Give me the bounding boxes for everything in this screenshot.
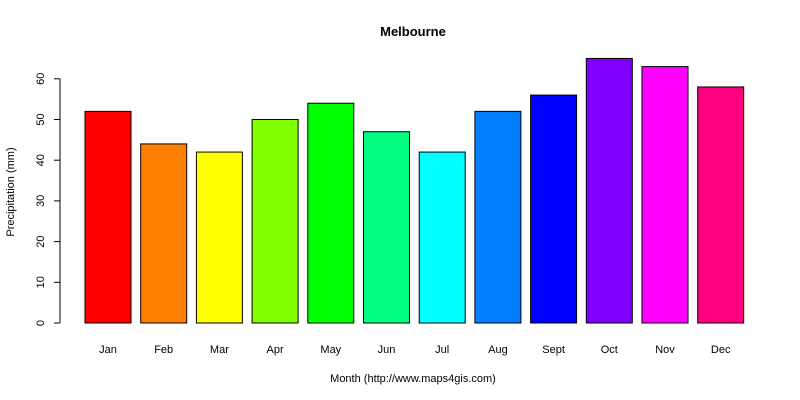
x-tick-labels: Jan Feb Mar Apr May Jun Jul Aug Sept Oct Nov Dec: [99, 344, 731, 356]
y-tick-label-60: 60: [35, 73, 47, 85]
y-tick-label-30: 30: [35, 195, 47, 207]
bar-feb: [140, 143, 188, 324]
x-tick-label-jun: Jun: [378, 344, 396, 356]
bar-may: [307, 102, 355, 324]
x-tick-label-oct: Oct: [601, 344, 618, 356]
bar-sept: [530, 94, 578, 324]
bar-aug: [474, 110, 522, 324]
x-tick-label-aug: Aug: [488, 344, 508, 356]
bar-mar: [195, 151, 243, 324]
x-tick-label-jul: Jul: [435, 344, 449, 356]
y-axis: 0 10 20 30 40 50 60: [35, 73, 61, 326]
x-tick-label-dec: Dec: [711, 344, 731, 356]
bar-jan: [84, 110, 132, 324]
x-tick-label-mar: Mar: [210, 344, 229, 356]
bar-apr: [251, 119, 299, 324]
bar-jun: [363, 131, 410, 324]
x-tick-label-may: May: [320, 344, 341, 356]
y-tick-label-40: 40: [35, 154, 47, 166]
y-axis-label: Precipitation (mm): [5, 147, 17, 236]
bar-dec: [697, 86, 745, 324]
x-tick-label-jan: Jan: [99, 344, 117, 356]
y-tick-label-0: 0: [35, 320, 47, 326]
bar-jul: [418, 151, 466, 324]
x-axis-label: Month (http://www.maps4gis.com): [330, 373, 496, 385]
y-tick-label-20: 20: [35, 235, 47, 247]
x-tick-label-apr: Apr: [267, 344, 284, 356]
y-tick-label-10: 10: [35, 276, 47, 288]
bar-oct: [585, 57, 633, 324]
chart-title: Melbourne: [380, 24, 446, 39]
bar-nov: [641, 66, 689, 324]
x-tick-label-feb: Feb: [154, 344, 173, 356]
x-tick-label-nov: Nov: [655, 344, 675, 356]
y-tick-label-50: 50: [35, 113, 47, 125]
bars: [84, 57, 745, 324]
x-tick-label-sept: Sept: [542, 344, 565, 356]
